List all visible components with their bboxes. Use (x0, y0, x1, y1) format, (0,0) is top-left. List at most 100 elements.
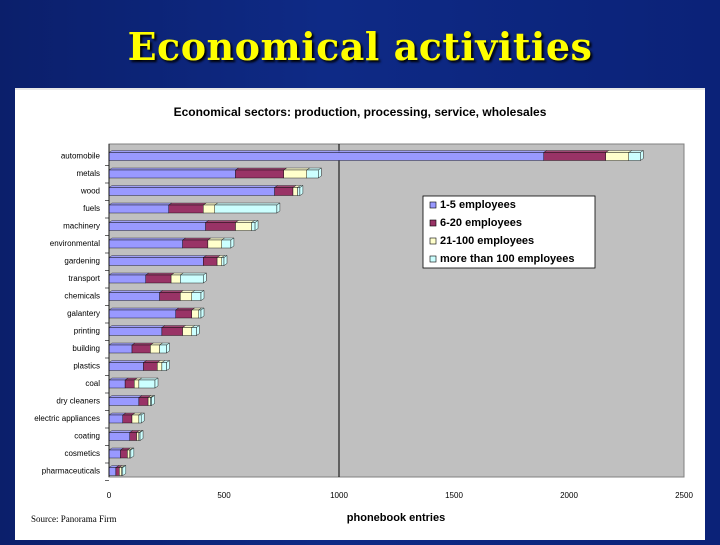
bar-segment (138, 397, 149, 406)
bar-segment-top (108, 237, 187, 241)
bar-segment (198, 309, 202, 319)
y-tick-label: cosmetics (64, 449, 100, 458)
bar-segment (138, 379, 156, 389)
bar-side-face (122, 465, 127, 476)
bar-segment (161, 327, 183, 336)
x-axis-label: phonebook entries (347, 512, 445, 524)
bar-segment (120, 449, 128, 459)
bar-side-face (200, 307, 205, 319)
bar-segment-top (108, 185, 279, 188)
bar-segment (205, 222, 236, 231)
bar-segment (108, 187, 275, 196)
y-tick-label: pharmaceuticals (42, 467, 100, 476)
bar-side-face (130, 447, 135, 459)
bar-segment (216, 257, 222, 266)
bar-segment (207, 239, 222, 249)
y-tick-label: building (72, 344, 100, 353)
bar-segment (180, 292, 193, 301)
slide-title: Economical activities (127, 24, 593, 69)
bar-segment (108, 449, 121, 459)
bar-segment-top (108, 167, 240, 171)
bar-side-face (230, 237, 235, 249)
chart-title: Economical sectors: production, processi… (174, 105, 547, 119)
bar-segment (108, 239, 183, 249)
bar-segment (161, 362, 167, 371)
y-tick-label: coating (74, 432, 100, 441)
bar-side-face (318, 167, 322, 179)
bar-segment (108, 274, 146, 284)
legend-label: 6-20 employees (440, 217, 522, 229)
bar-segment (605, 152, 629, 161)
legend-label: more than 100 employees (440, 253, 575, 265)
bar-side-face (166, 342, 170, 354)
bar-segment-top (234, 167, 288, 171)
y-tick-label: environmental (50, 239, 100, 248)
bar-segment (108, 467, 117, 476)
bar-segment (159, 344, 167, 354)
bar-segment-top (283, 167, 311, 171)
y-tick-label: chemicals (64, 292, 100, 301)
bar-segment (203, 204, 216, 214)
bar-segment-top (204, 220, 240, 223)
bar-segment (108, 222, 206, 231)
bar-segment (150, 344, 160, 354)
bar-segment-top (108, 430, 134, 433)
legend-swatch (429, 219, 437, 227)
bar-segment (214, 204, 278, 214)
bar-segment-top (131, 342, 155, 346)
bar-segment (306, 169, 319, 179)
bar-segment-top (181, 237, 212, 241)
bar-segment-top (108, 220, 210, 223)
bar-segment (251, 222, 256, 231)
bar-segment (221, 239, 232, 249)
bar-segment (159, 292, 181, 301)
x-tick-label: 500 (217, 491, 231, 500)
bar-segment-top (108, 290, 164, 293)
bar-segment (131, 414, 140, 424)
source-note: Source: Panorama Firm (31, 514, 117, 524)
bar-segment (108, 152, 544, 161)
legend-swatch (429, 201, 437, 209)
bar-segment (221, 257, 225, 266)
bar-segment (168, 204, 204, 214)
y-tick-label: automobile (61, 152, 101, 161)
bar-side-face (154, 377, 159, 389)
bar-segment (628, 152, 641, 161)
bar-side-face (640, 150, 644, 161)
legend-box (422, 195, 596, 269)
bar-side-face (223, 255, 228, 266)
bar-segment (143, 362, 158, 371)
bar-segment (180, 274, 204, 284)
bar-side-face (196, 325, 200, 336)
y-tick-label: metals (76, 169, 100, 178)
bar-segment (119, 467, 122, 476)
bar-segment (157, 362, 163, 371)
bar-segment-top (108, 325, 166, 328)
legend-swatch (429, 255, 437, 263)
bar-segment (191, 309, 199, 319)
bar-segment (129, 432, 137, 441)
bar-segment-top (161, 325, 187, 328)
bar-segment (191, 292, 202, 301)
bar-segment (235, 169, 284, 179)
bar-segment-top (543, 150, 610, 153)
bar-side-face (166, 360, 170, 371)
bar-side-face (203, 272, 207, 284)
bar-segment (108, 257, 204, 266)
x-tick-label: 1000 (330, 491, 348, 500)
bar-side-face (254, 220, 259, 231)
bar-segment (235, 222, 252, 231)
bar-side-face (200, 290, 205, 301)
bar-segment (108, 414, 124, 424)
y-tick-label: electric appliances (34, 414, 100, 423)
chart-panel: Economical sectors: production, processi… (15, 90, 705, 540)
bar-segment (191, 327, 197, 336)
bar-segment (108, 344, 133, 354)
bar-segment (543, 152, 607, 161)
x-tick-label: 2000 (560, 491, 578, 500)
bar-segment-top (214, 202, 281, 206)
bar-segment-top (108, 150, 548, 153)
y-tick-label: coal (85, 379, 100, 388)
bar-segment (108, 292, 160, 301)
bar-segment (108, 204, 169, 214)
